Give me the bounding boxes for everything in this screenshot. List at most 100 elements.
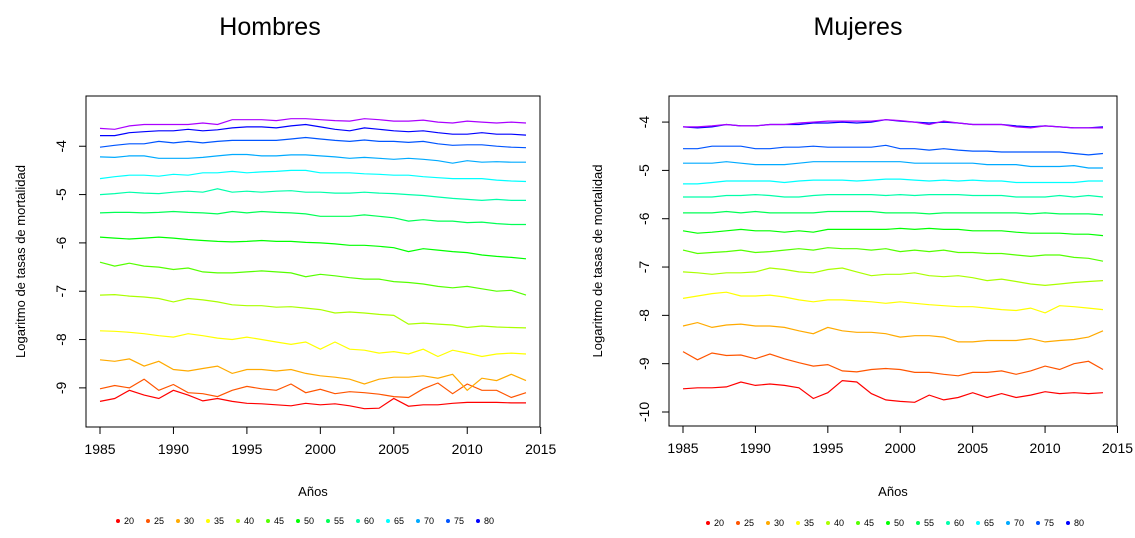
legend-marker: [116, 519, 120, 523]
x-tick-label: 1995: [231, 441, 262, 457]
series-line: [99, 330, 527, 358]
legend-marker: [706, 521, 710, 525]
legend-marker: [796, 521, 800, 525]
series-line: [99, 136, 527, 149]
legend-marker: [766, 521, 770, 525]
x-tick-label: 1995: [812, 440, 843, 456]
y-tick-label: -6: [636, 212, 652, 225]
series-line: [99, 358, 527, 392]
series-line: [99, 389, 526, 410]
y-tick-label: -10: [636, 402, 652, 422]
y-tick-label: -6: [53, 236, 69, 249]
y-tick-label: -9: [636, 357, 652, 370]
legend-marker: [1066, 521, 1070, 525]
series-line: [99, 378, 527, 399]
legend-marker: [236, 519, 240, 523]
chart-mujeres: Mujeres 1985 1990 1995 2000 2005 2010 2015 -10 -9…: [568, 0, 1135, 533]
legend-label: 75: [1044, 518, 1054, 528]
legend-marker: [296, 519, 300, 523]
legend-label: 55: [924, 518, 934, 528]
y-tick-label: -9: [53, 381, 69, 394]
legend-label: 70: [1014, 518, 1024, 528]
x-tick-label: 2000: [885, 440, 916, 456]
legend-marker: [476, 519, 480, 523]
series-line: [683, 144, 1104, 156]
y-tick-label: -5: [53, 188, 69, 201]
series-line: [99, 210, 526, 226]
x-tick-label: 2005: [957, 440, 988, 456]
legend-label: 50: [894, 518, 904, 528]
series-line: [683, 161, 1103, 169]
x-tick-label: 2015: [525, 441, 556, 457]
series-line: [682, 291, 1104, 314]
series-line: [682, 379, 1104, 403]
x-tick-label: 1985: [667, 440, 698, 456]
legend-label: 40: [244, 516, 254, 526]
legend-label: 35: [214, 516, 224, 526]
x-tick-label: 2010: [1029, 440, 1060, 456]
series-line: [683, 178, 1103, 185]
series-line: [683, 210, 1104, 216]
series-line: [99, 261, 527, 296]
legend-label: 30: [774, 518, 784, 528]
legend-marker: [826, 521, 830, 525]
x-axis-label: Años: [878, 484, 908, 499]
chart-hombres: Hombres 1985 1990 1995 2000 2005 2010 2015 -9 -8 -…: [0, 0, 567, 533]
series-line: [99, 153, 526, 164]
series-line: [682, 247, 1104, 262]
x-tick-label: 2005: [378, 441, 409, 457]
y-axis-label: Logaritmo de tasas de mortalidad: [590, 165, 605, 358]
legend-marker: [856, 521, 860, 525]
x-tick-label: 2000: [305, 441, 336, 457]
legend-marker: [356, 519, 360, 523]
chart-mujeres-svg: Mujeres 1985 1990 1995 2000 2005 2010 2015 -10 -9…: [590, 13, 1133, 528]
legend-marker: [266, 519, 270, 523]
legend-marker: [416, 519, 420, 523]
legend-label: 30: [184, 516, 194, 526]
series-line: [682, 227, 1104, 237]
x-tick-label: 1985: [84, 441, 115, 457]
series-line: [100, 123, 527, 137]
chart-title: Hombres: [219, 13, 320, 41]
legend-label: 65: [984, 518, 994, 528]
legend-label: 20: [714, 518, 724, 528]
legend-label: 60: [364, 516, 374, 526]
legend-marker: [1006, 521, 1010, 525]
x-tick-label: 2010: [452, 441, 483, 457]
series-line: [99, 236, 527, 260]
legend-marker: [916, 521, 920, 525]
x-tick-label: 1990: [740, 440, 771, 456]
legend-marker: [176, 519, 180, 523]
plot-frame: [668, 95, 1118, 427]
legend-marker: [446, 519, 450, 523]
series-line: [683, 119, 1103, 129]
legend-marker: [946, 521, 950, 525]
legend-label: 50: [304, 516, 314, 526]
legend-marker: [206, 519, 210, 523]
series-line: [99, 188, 526, 202]
x-axis-label: Años: [298, 484, 328, 499]
chart-title: Mujeres: [814, 13, 903, 41]
legend-marker: [736, 521, 740, 525]
legend-label: 70: [424, 516, 434, 526]
chart-hombres-svg: Hombres 1985 1990 1995 2000 2005 2010 2015 -9 -8 -…: [13, 13, 556, 526]
legend-label: 20: [124, 516, 134, 526]
y-tick-label: -7: [53, 285, 69, 298]
legend-label: 75: [454, 516, 464, 526]
legend-label: 25: [154, 516, 164, 526]
legend-label: 80: [1074, 518, 1084, 528]
series-line: [682, 267, 1104, 287]
series-line: [683, 193, 1104, 198]
legend-marker: [146, 519, 150, 523]
y-tick-label: -4: [636, 116, 652, 129]
legend-marker: [386, 519, 390, 523]
x-tick-label: 2015: [1102, 440, 1133, 456]
x-tick-label: 1990: [158, 441, 189, 457]
legend-label: 35: [804, 518, 814, 528]
legend-marker: [976, 521, 980, 525]
series-line: [99, 293, 527, 329]
y-tick-label: -8: [636, 309, 652, 322]
series-line: [682, 321, 1104, 343]
y-tick-label: -4: [53, 140, 69, 153]
plot-frame: [85, 95, 541, 428]
